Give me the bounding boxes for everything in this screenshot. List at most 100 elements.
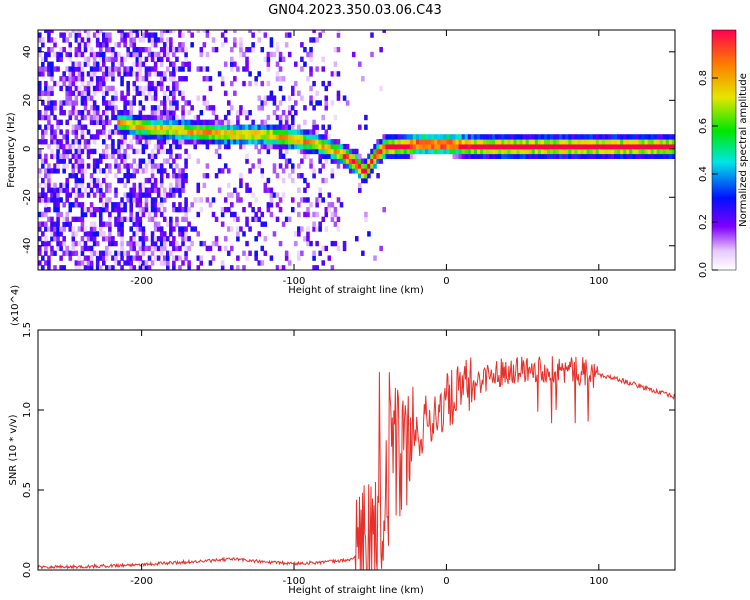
spectrogram-cell (68, 158, 73, 164)
spectrogram-cell (44, 202, 48, 208)
spectrogram-cell (65, 182, 69, 189)
spectrogram-cell (510, 134, 514, 140)
spectrogram-cell (141, 61, 146, 67)
spectrogram-cell (550, 143, 554, 150)
spectrogram-cell (86, 260, 91, 266)
spectrogram-cell (358, 61, 362, 67)
spectrogram-cell (211, 37, 216, 43)
spectrogram-cell (150, 148, 155, 155)
spectrogram-cell (318, 192, 322, 198)
spectrogram-cell (583, 153, 588, 159)
spectrogram-cell (260, 211, 265, 218)
spectrogram-cell (184, 177, 188, 184)
spectrogram-cell (132, 95, 137, 101)
spectrogram-cell (324, 100, 329, 106)
spectrogram-cell (138, 56, 143, 63)
spectrogram-cell (138, 192, 143, 198)
spectrogram-cell (138, 236, 143, 242)
y-tick-label: 1.0 (22, 402, 33, 418)
spectrogram-cell (300, 95, 304, 101)
spectrogram-cell (233, 211, 237, 218)
spectrogram-cell (178, 182, 182, 189)
spectrogram-cell (351, 153, 356, 159)
spectrogram-cell (92, 177, 97, 184)
spectrogram-cell (269, 197, 274, 203)
spectrogram-cell (217, 168, 222, 174)
spectrogram-cell (230, 66, 234, 72)
spectrogram-cell (65, 197, 69, 203)
spectrogram-cell (489, 134, 493, 140)
spectrogram-cell (324, 245, 329, 252)
spectrogram-cell (223, 129, 228, 135)
spectrogram-cell (376, 153, 380, 159)
spectrogram-cell (141, 143, 146, 150)
spectrogram-cell (223, 245, 228, 252)
spectrogram-cell (233, 139, 237, 145)
spectrogram-cell (330, 100, 335, 106)
spectrogram-cell (327, 153, 332, 159)
spectrogram-cell (114, 216, 118, 223)
spectrogram-cell (132, 71, 137, 77)
spectrogram-cell (309, 95, 313, 101)
spectrogram-cell (205, 32, 210, 38)
spectrogram-cell (86, 42, 91, 48)
spectrogram-cell (324, 85, 329, 92)
spectrogram-cell (303, 236, 307, 242)
spectrogram-cell (41, 100, 45, 106)
spectrogram-cell (452, 139, 457, 145)
spectrogram-cell (242, 66, 246, 72)
spectrogram-cell (86, 231, 91, 237)
spectrogram-cell (230, 139, 234, 145)
spectrogram-cell (321, 163, 325, 169)
spectrogram-cell (92, 206, 97, 213)
spectrogram-cell (443, 134, 447, 140)
spectrogram-cell (44, 158, 48, 164)
spectrogram-cell (266, 61, 271, 67)
spectrogram-cell (74, 231, 79, 237)
spectrogram-cell (159, 124, 164, 130)
spectrogram-cell (598, 143, 603, 150)
spectrogram-cell (294, 80, 298, 87)
spectrogram-cell (98, 250, 103, 256)
spectrogram-cell (138, 226, 143, 232)
spectrogram-cell (324, 158, 329, 164)
spectrogram-cell (251, 139, 255, 145)
spectrogram-cell (257, 129, 261, 135)
spectrogram-cell (117, 153, 121, 159)
spectrogram-cell (95, 51, 100, 58)
spectrogram-cell (208, 134, 213, 140)
spectrogram-cell (175, 66, 179, 72)
spectrogram-cell (290, 105, 295, 111)
spectrogram-cell (248, 46, 252, 53)
spectrogram-cell (38, 46, 42, 53)
spectrogram-cell (92, 211, 97, 218)
spectrogram-cell (321, 114, 325, 121)
spectrogram-cell (251, 134, 255, 140)
spectrogram-cell (65, 76, 69, 82)
spectrogram-cell (123, 66, 127, 72)
spectrogram-cell (671, 139, 675, 145)
spectrogram-cell (245, 46, 249, 53)
spectrogram-cell (114, 148, 118, 155)
spectrogram-cell (214, 119, 219, 126)
spectrogram-cell (217, 245, 222, 252)
spectrogram-cell (248, 139, 252, 145)
spectrogram-cell (309, 71, 313, 77)
spectrogram-cell (56, 206, 60, 213)
spectrogram-cell (153, 236, 158, 242)
spectrogram-cell (44, 236, 48, 242)
spectrogram-cell (297, 231, 301, 237)
spectrogram-cell (169, 250, 173, 256)
spectrogram-cell (138, 158, 143, 164)
spectrogram-cell (132, 100, 137, 106)
spectrogram-cell (184, 163, 188, 169)
spectrogram-cell (236, 114, 240, 121)
spectrogram-cell (166, 255, 170, 261)
spectrogram-cell (162, 168, 167, 174)
spectrogram-cell (135, 129, 140, 135)
spectrogram-cell (367, 163, 371, 169)
spectrogram-cell (102, 124, 106, 130)
spectrogram-cell (108, 236, 112, 242)
spectrogram-cell (135, 197, 140, 203)
